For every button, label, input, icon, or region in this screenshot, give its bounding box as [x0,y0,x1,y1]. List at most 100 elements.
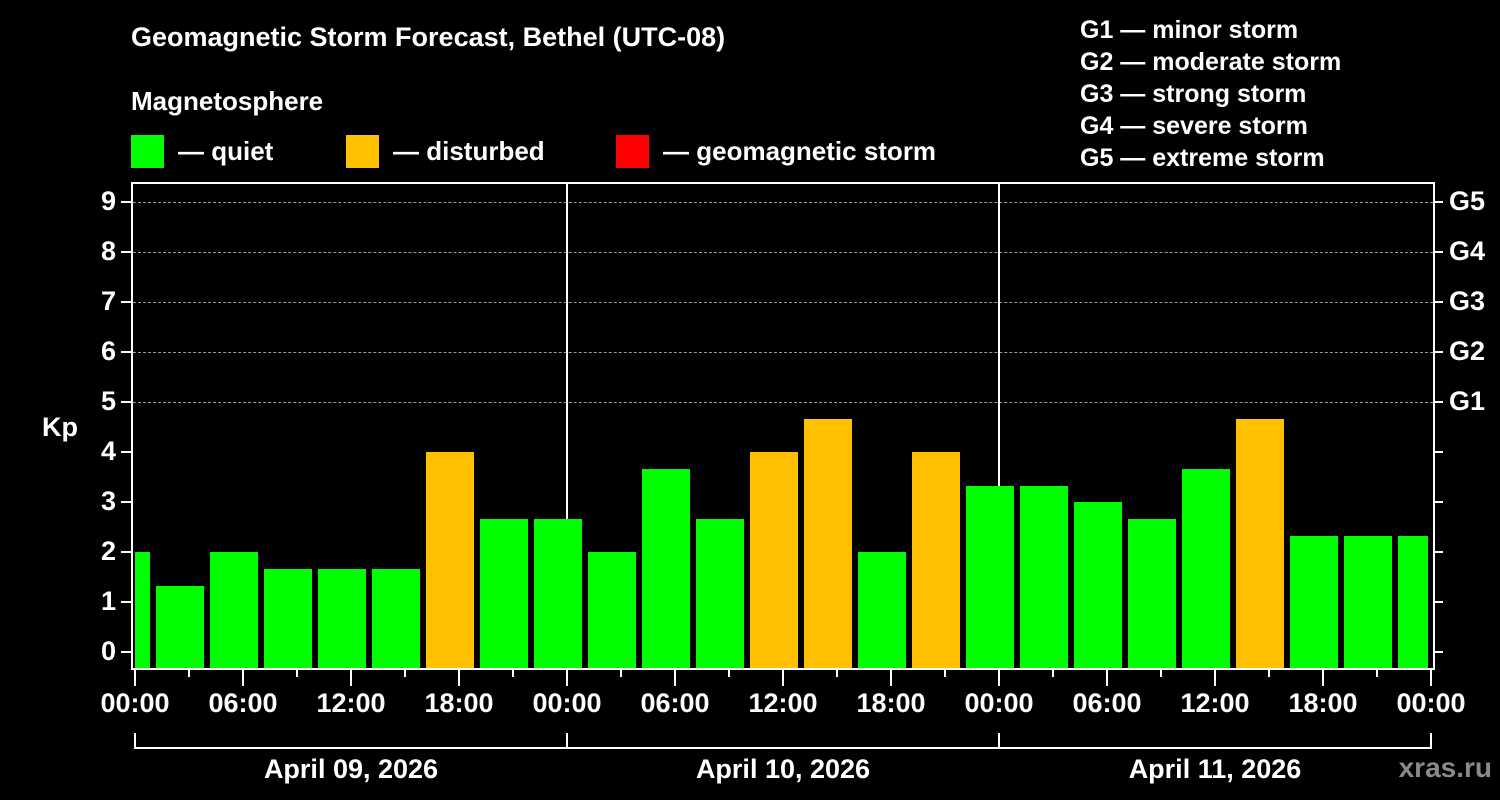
kp-bar [210,552,258,668]
chart-title: Geomagnetic Storm Forecast, Bethel (UTC-… [131,22,726,52]
x-tick-minor [1268,668,1270,677]
kp-bar [588,552,636,668]
y-tick-label: 0 [100,636,116,666]
x-tick-label: 18:00 [1288,688,1358,718]
day-bracket-tick [998,733,1000,749]
legend-quiet: — quiet [131,134,273,168]
kp-bar [480,518,528,668]
right-tick [1433,501,1443,503]
x-tick-label: 18:00 [424,688,494,718]
x-tick-label: 12:00 [316,688,386,718]
storm-scale-g4: G4 — severe storm [1080,112,1308,140]
right-tick [1433,301,1443,303]
y-tick-label: 6 [100,336,116,366]
x-tick-major [242,668,244,686]
disturbed-swatch-icon [346,134,379,168]
x-tick-label: 06:00 [208,688,278,718]
legend-disturbed-label: — disturbed [393,135,545,166]
x-tick-label: 00:00 [964,688,1034,718]
storm-scale-g1: G1 — minor storm [1080,16,1299,44]
x-tick-label: 12:00 [1180,688,1250,718]
day-label: April 11, 2026 [1128,754,1302,784]
kp-bar [1128,518,1176,668]
kp-bar [1236,418,1284,668]
x-tick-minor [1376,668,1378,677]
day-bracket-tick [1430,733,1432,749]
x-tick-minor [1160,668,1162,677]
y-tick [121,301,131,303]
day-label: April 10, 2026 [695,754,871,784]
legend-disturbed: — disturbed [346,134,545,168]
x-tick-minor [1052,668,1054,677]
kp-bar [804,418,852,668]
x-tick-major [782,668,784,686]
x-tick-major [350,668,352,686]
day-bracket-tick [134,733,136,749]
kp-bar [1074,502,1122,668]
x-tick-label: 00:00 [532,688,602,718]
x-tick-minor [512,668,514,677]
x-tick-label: 12:00 [748,688,818,718]
right-tick [1433,451,1443,453]
x-tick-minor [836,668,838,677]
y-tick [121,351,131,353]
kp-bar [750,452,798,668]
x-tick-minor [728,668,730,677]
y-tick [121,601,131,603]
gridline [133,252,1433,253]
kp-bar [1290,535,1338,668]
x-tick-minor [296,668,298,677]
gridline [133,402,1433,403]
g-scale-label: G2 [1449,336,1486,366]
x-tick-major [998,668,1000,686]
x-tick-minor [404,668,406,677]
kp-bar [912,452,960,668]
x-tick-label: 06:00 [640,688,710,718]
x-tick-label: 00:00 [100,688,170,718]
quiet-swatch-icon [131,134,164,168]
legend-quiet-label: — quiet [178,135,274,166]
x-tick-minor [620,668,622,677]
day-bracket-line [134,747,1432,749]
kp-bar [642,468,690,668]
kp-bar [696,518,744,668]
legend-storm: — geomagnetic storm [616,134,936,168]
right-tick [1433,351,1443,353]
day-bracket-tick [566,733,568,749]
y-tick-label: 1 [100,586,116,616]
day-label: April 09, 2026 [263,754,439,784]
x-tick-major [890,668,892,686]
x-tick-label: 06:00 [1072,688,1142,718]
gridline [133,352,1433,353]
kp-bar [1344,535,1392,668]
y-tick-label: 2 [100,536,116,566]
kp-bar [534,518,582,668]
g-scale-label: G3 [1449,286,1486,316]
x-tick-major [134,668,136,686]
gridline [133,302,1433,303]
y-tick [121,551,131,553]
right-tick [1433,651,1443,653]
day-separator [998,184,1000,668]
storm-swatch-icon [616,134,649,168]
kp-bar [372,568,420,668]
right-tick [1433,201,1443,203]
x-tick-minor [944,668,946,677]
kp-bar [264,568,312,668]
storm-scale-g3: G3 — strong storm [1080,80,1307,108]
legend-storm-label: — geomagnetic storm [663,135,937,166]
kp-bar [966,485,1014,668]
kp-bar [156,585,204,668]
kp-bar [135,552,150,668]
gridline [133,202,1433,203]
plot-area [131,182,1435,670]
y-tick-label: 5 [100,386,116,416]
watermark: xras.ru [1398,752,1492,783]
y-tick-label: 3 [100,486,116,516]
y-tick [121,501,131,503]
x-tick-major [1322,668,1324,686]
kp-bar [426,452,474,668]
storm-scale-g5: G5 — extreme storm [1080,144,1325,172]
day-separator [566,184,568,668]
x-tick-major [458,668,460,686]
